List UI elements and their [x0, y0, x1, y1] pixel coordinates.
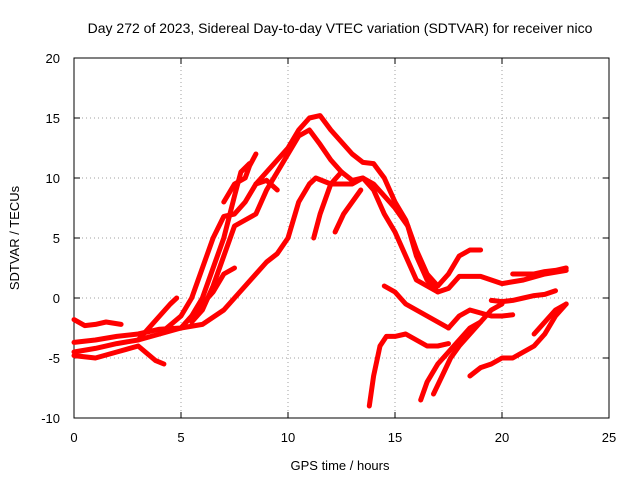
y-tick-label: 0 — [53, 291, 60, 306]
series-track-19 — [488, 288, 558, 305]
y-tick-label: 5 — [53, 231, 60, 246]
series-track-12 — [332, 187, 364, 235]
chart-title: Day 272 of 2023, Sidereal Day-to-day VTE… — [88, 20, 593, 36]
data-series-group — [71, 113, 569, 409]
x-tick-label: 10 — [281, 430, 295, 445]
series-track-14 — [381, 283, 451, 331]
series-track-17 — [446, 307, 516, 331]
series-track-21 — [531, 301, 569, 337]
x-axis-label: GPS time / hours — [291, 458, 390, 473]
chart-grid — [74, 58, 609, 418]
series-track-1 — [71, 317, 124, 329]
series-track-9 — [221, 151, 259, 205]
y-tick-label: -10 — [41, 411, 60, 426]
y-tick-label: -5 — [48, 351, 60, 366]
y-tick-label: 20 — [46, 51, 60, 66]
axis-ticks: 0 5 10 15 20 25 -10 -5 0 5 10 15 20 — [41, 51, 616, 445]
series-track-10 — [253, 177, 280, 193]
series-track-16 — [431, 301, 505, 397]
plot-frame — [73, 57, 610, 419]
series-track-18 — [467, 301, 569, 379]
series-track-11 — [311, 169, 344, 241]
series-track-6 — [157, 113, 484, 337]
series-track-3 — [71, 343, 167, 367]
series-track-8 — [189, 127, 441, 325]
x-tick-label: 20 — [495, 430, 509, 445]
series-track-13 — [366, 331, 451, 409]
y-tick-label: 10 — [46, 171, 60, 186]
x-tick-label: 0 — [70, 430, 77, 445]
series-track-20 — [510, 265, 569, 277]
series-track-7 — [178, 161, 252, 331]
y-tick-label: 15 — [46, 111, 60, 126]
x-tick-label: 15 — [388, 430, 402, 445]
x-tick-label: 5 — [177, 430, 184, 445]
series-track-5 — [135, 295, 180, 343]
x-tick-label: 25 — [602, 430, 616, 445]
y-axis-label: SDTVAR / TECUs — [7, 185, 22, 290]
series-track-15 — [418, 319, 484, 403]
